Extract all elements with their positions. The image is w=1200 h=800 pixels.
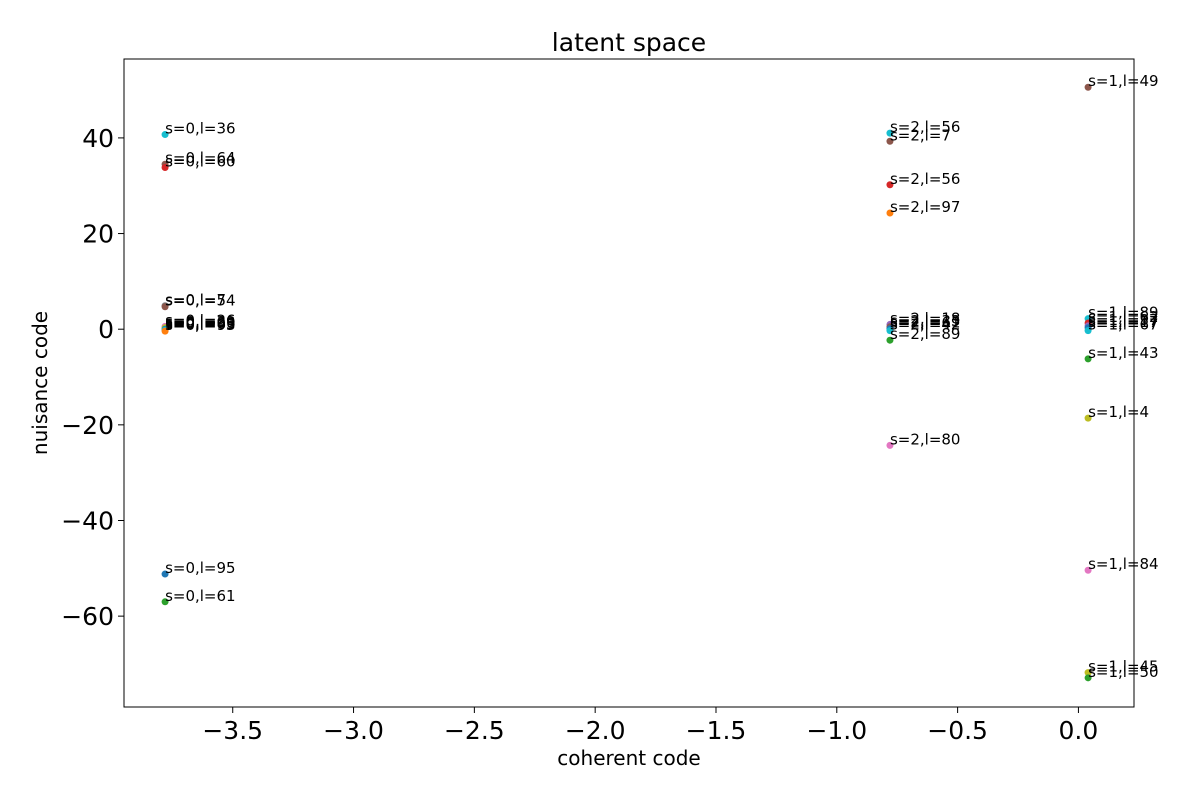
point-label: s=1,l=4 (1088, 403, 1149, 421)
point-label: s=1,l=45 (1088, 658, 1159, 676)
point-label: s=2,l=7 (890, 126, 951, 144)
point-label: s=0,l=54 (165, 292, 236, 310)
data-point (886, 137, 894, 145)
y-tick-label: 20 (82, 220, 114, 249)
data-point (1084, 83, 1092, 91)
point-label: s=0,l=7 (165, 291, 226, 309)
point-label: s=2,l=61 (890, 314, 961, 332)
point-label: s=2,l=33 (890, 312, 961, 330)
data-point (886, 209, 894, 217)
data-point (1084, 674, 1092, 682)
x-tick-label: 0.0 (1059, 716, 1099, 745)
data-point (1084, 414, 1092, 422)
y-tick-label: −40 (61, 506, 114, 535)
point-label: s=0,l=39 (165, 313, 236, 331)
point-label: s=0,l=26 (165, 311, 236, 329)
data-point (161, 303, 169, 311)
y-tick-label: −20 (61, 411, 114, 440)
x-tick-label: −0.5 (927, 716, 988, 745)
point-label: s=0,l=36 (165, 120, 236, 138)
x-tick-label: −1.5 (686, 716, 747, 745)
point-label: s=0,l=64 (165, 149, 236, 167)
y-axis: 40 20 0 −20 −40 −60 (61, 124, 124, 631)
point-label: s=0,l=60 (165, 153, 236, 171)
point-label: s=1,l=50 (1088, 663, 1159, 681)
point-label: s=0,l=61 (165, 587, 236, 605)
data-point (161, 131, 169, 139)
point-label: s=0,l=65 (165, 315, 236, 333)
point-label: s=1,l=89 (1088, 304, 1159, 322)
data-point (1084, 327, 1092, 335)
y-tick-label: 40 (82, 124, 114, 153)
point-label: s=0,l=95 (165, 559, 236, 577)
x-tick-label: −3.5 (202, 716, 263, 745)
point-label: s=2,l=18 (890, 309, 961, 327)
data-point (1084, 669, 1092, 677)
point-label: s=0,l=96 (165, 314, 236, 332)
plot-area (123, 58, 1135, 708)
point-label: s=2,l=97 (890, 198, 961, 216)
y-tick-label: −60 (61, 602, 114, 631)
data-point (161, 598, 169, 606)
x-tick-label: −3.0 (323, 716, 384, 745)
data-point (1084, 566, 1092, 574)
y-tick-label: 0 (98, 315, 114, 344)
data-point (161, 164, 169, 172)
data-point (886, 327, 894, 335)
chart-title: latent space (552, 28, 706, 57)
data-point (161, 327, 169, 335)
data-point (886, 441, 894, 449)
point-label: s=2,l=56 (890, 118, 961, 136)
point-label: s=1,l=67 (1088, 316, 1159, 334)
point-label: s=1,l=62 (1088, 308, 1159, 326)
point-label: s=1,l=17 (1088, 313, 1159, 331)
point-label: s=1,l=43 (1088, 344, 1159, 362)
point-label: s=1,l=37 (1088, 311, 1159, 329)
x-tick-label: −2.5 (444, 716, 505, 745)
data-point (886, 129, 894, 137)
x-axis: −3.5 −3.0 −2.5 −2.0 −1.5 −1.0 −0.5 0.0 (202, 707, 1098, 745)
y-axis-label: nuisance code (28, 311, 52, 455)
point-label: s=2,l=89 (890, 325, 961, 343)
data-point (161, 570, 169, 578)
x-tick-label: −2.0 (565, 716, 626, 745)
data-point (1084, 355, 1092, 363)
data-point (886, 336, 894, 344)
x-tick-label: −1.0 (806, 716, 867, 745)
data-point (886, 181, 894, 189)
point-label: s=2,l=56 (890, 170, 961, 188)
point-label: s=1,l=49 (1088, 72, 1159, 90)
point-label: s=1,l=84 (1088, 555, 1159, 573)
point-label: s=0,l=93 (165, 316, 236, 334)
x-axis-label: coherent code (557, 746, 700, 770)
point-label: s=2,l=42 (890, 316, 961, 334)
data-points: s=0,l=36s=0,l=64s=0,l=60s=0,l=7s=0,l=54s… (161, 72, 1159, 682)
point-label: s=2,l=80 (890, 430, 961, 448)
